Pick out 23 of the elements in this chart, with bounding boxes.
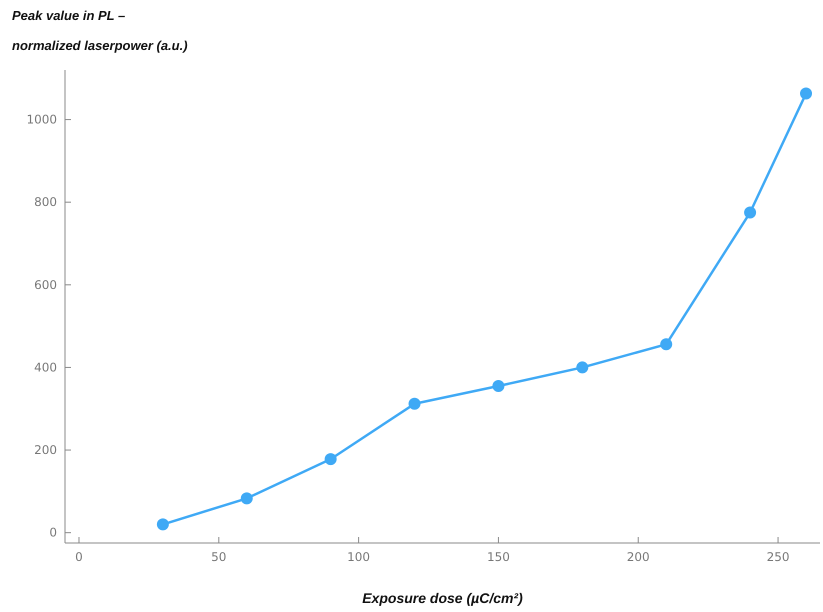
- point: [744, 206, 756, 219]
- x-tick-label: 50: [211, 550, 226, 564]
- y-tick-label: 400: [34, 360, 57, 374]
- x-tick-label: 200: [626, 550, 650, 564]
- point: [324, 453, 337, 466]
- x-tick-label: 100: [347, 550, 370, 564]
- point: [408, 398, 421, 410]
- point: [576, 361, 588, 374]
- point: [156, 518, 169, 530]
- y-tick-label: 800: [34, 195, 57, 210]
- y-tick-label: 0: [49, 526, 57, 540]
- point: [492, 380, 504, 392]
- y-tick-label: 600: [34, 278, 57, 292]
- x-tick-label: 150: [486, 550, 510, 564]
- y-tick-label: 200: [34, 443, 57, 458]
- y-axis-title: Peak value in PL – normalized laserpower (a.u.): [12, 8, 188, 53]
- x-axis-title: Exposure dose (µC/cm²): [362, 590, 524, 606]
- point: [660, 338, 672, 350]
- point: [240, 492, 253, 504]
- x-tick-label: 250: [766, 550, 790, 564]
- y-tick-label: 1000: [26, 112, 57, 127]
- point: [800, 88, 812, 100]
- x-tick-label: 0: [75, 550, 83, 564]
